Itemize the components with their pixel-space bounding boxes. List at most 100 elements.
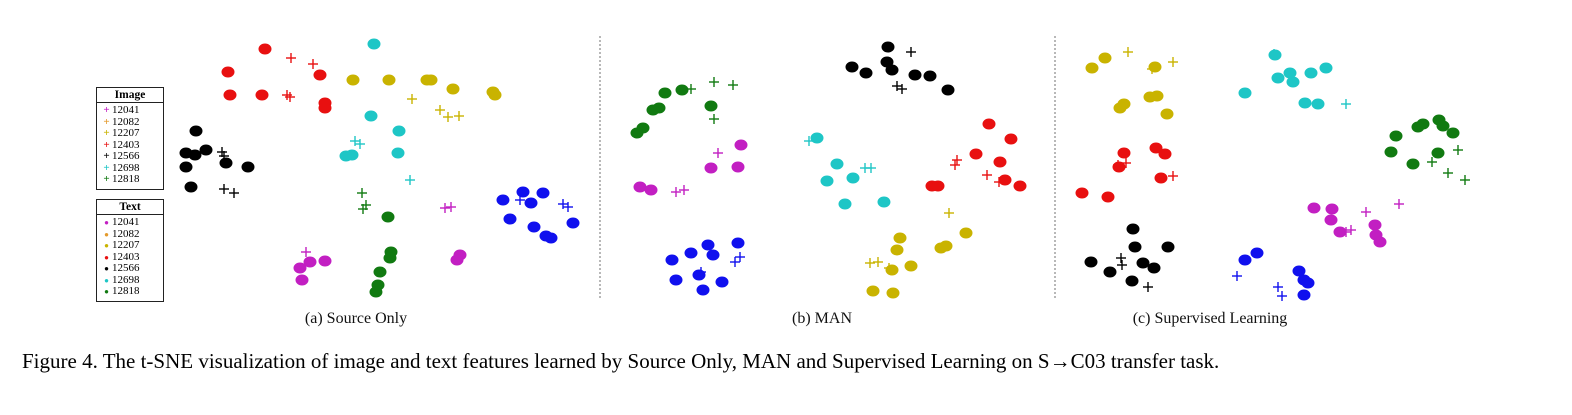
panel-label-source-only: (a) Source Only — [304, 310, 408, 327]
image-feature-point — [709, 77, 719, 87]
text-feature-point — [1292, 265, 1306, 277]
text-feature-point — [516, 186, 530, 198]
image-feature-point — [1232, 271, 1242, 281]
circle-marker-icon: ● — [104, 218, 109, 227]
image-feature-point — [1113, 160, 1123, 170]
text-feature-point — [241, 161, 255, 173]
text-feature-point — [503, 213, 517, 225]
legend-label: 12041 — [112, 104, 140, 116]
image-feature-point — [454, 111, 464, 121]
plus-marker-icon: + — [103, 104, 110, 116]
text-feature-point — [838, 198, 852, 210]
image-feature-point — [679, 185, 689, 195]
text-feature-point — [669, 274, 683, 286]
text-feature-point — [544, 232, 558, 244]
text-feature-point — [959, 227, 973, 239]
text-feature-point — [1431, 147, 1445, 159]
text-feature-point — [859, 67, 873, 79]
legend-entry-12041: +12041 — [97, 104, 163, 117]
text-feature-point — [364, 110, 378, 122]
text-feature-point — [382, 74, 396, 86]
text-feature-point — [731, 161, 745, 173]
text-feature-point — [1406, 158, 1420, 170]
image-feature-point — [1143, 282, 1153, 292]
text-feature-point — [188, 149, 202, 161]
legend-entry-12566: ● 12566 — [97, 262, 163, 275]
legend-entry-12698: ● 12698 — [97, 274, 163, 287]
circle-marker-icon: ● — [104, 241, 109, 250]
image-feature-point — [906, 47, 916, 57]
text-feature-point — [1373, 236, 1387, 248]
text-feature-point — [646, 104, 660, 116]
legend-label: 12403 — [112, 138, 140, 151]
legend-label: 12818 — [112, 173, 140, 185]
image-feature-point — [515, 195, 525, 205]
text-feature-point — [908, 69, 922, 81]
text-feature-point — [810, 132, 824, 144]
image-feature-point — [1123, 47, 1133, 57]
text-feature-point — [1311, 98, 1325, 110]
text-feature-point — [293, 262, 307, 274]
text-feature-point — [904, 260, 918, 272]
legend-entry-12207: ● 12207 — [97, 239, 163, 252]
text-feature-point — [658, 87, 672, 99]
text-feature-point — [1368, 219, 1382, 231]
text-feature-point — [866, 285, 880, 297]
image-feature-point — [982, 170, 992, 180]
image-feature-point — [1341, 227, 1351, 237]
text-feature-point — [450, 254, 464, 266]
text-feature-point — [1154, 172, 1168, 184]
text-legend-title: Text — [97, 200, 163, 215]
text-feature-point — [1126, 223, 1140, 235]
text-feature-point — [885, 264, 899, 276]
text-feature-point — [189, 125, 203, 137]
legend-entry-12082: +12082 — [97, 115, 163, 129]
text-feature-point — [1147, 262, 1161, 274]
circle-marker-icon: ● — [104, 229, 109, 239]
plus-marker-icon: + — [103, 138, 110, 151]
legend-label: 12403 — [112, 250, 140, 263]
legend-label: 12207 — [112, 127, 140, 139]
text-feature-point — [1283, 67, 1297, 79]
text-feature-point — [1446, 127, 1460, 139]
legend-label: 12566 — [112, 150, 140, 162]
text-feature-point — [1301, 277, 1315, 289]
image-feature-point — [1273, 282, 1283, 292]
text-feature-point — [886, 287, 900, 299]
text-feature-point — [392, 125, 406, 137]
text-feature-point — [424, 74, 438, 86]
text-feature-point — [704, 162, 718, 174]
text-feature-point — [1389, 130, 1403, 142]
image-feature-point — [696, 267, 706, 277]
image-feature-point — [355, 139, 365, 149]
image-feature-point — [1346, 225, 1356, 235]
plus-marker-icon: + — [103, 115, 110, 128]
image-feature-point — [1147, 64, 1157, 74]
text-feature-point — [1084, 256, 1098, 268]
text-feature-point — [1101, 191, 1115, 203]
image-feature-point — [358, 204, 368, 214]
text-feature-point — [318, 102, 332, 114]
text-feature-point — [692, 269, 706, 281]
image-feature-point — [435, 105, 445, 115]
image-feature-point — [865, 258, 875, 268]
text-feature-point — [701, 239, 715, 251]
text-feature-point — [941, 84, 955, 96]
image-feature-point — [671, 187, 681, 197]
text-feature-point — [1158, 148, 1172, 160]
text-feature-point — [998, 174, 1012, 186]
text-feature-point — [1136, 257, 1150, 269]
text-feature-point — [1307, 202, 1321, 214]
text-feature-point — [391, 147, 405, 159]
legend-label: 12041 — [112, 216, 140, 228]
text-feature-point — [313, 69, 327, 81]
text-feature-point — [373, 266, 387, 278]
text-feature-point — [524, 197, 538, 209]
legend-label: 12207 — [112, 239, 140, 251]
text-feature-point — [369, 286, 383, 298]
text-feature-point — [1268, 49, 1282, 61]
legend-entry-12403: ● 12403 — [97, 250, 163, 264]
text-feature-point — [715, 276, 729, 288]
image-feature-point — [405, 175, 415, 185]
plus-marker-icon: + — [103, 173, 110, 185]
